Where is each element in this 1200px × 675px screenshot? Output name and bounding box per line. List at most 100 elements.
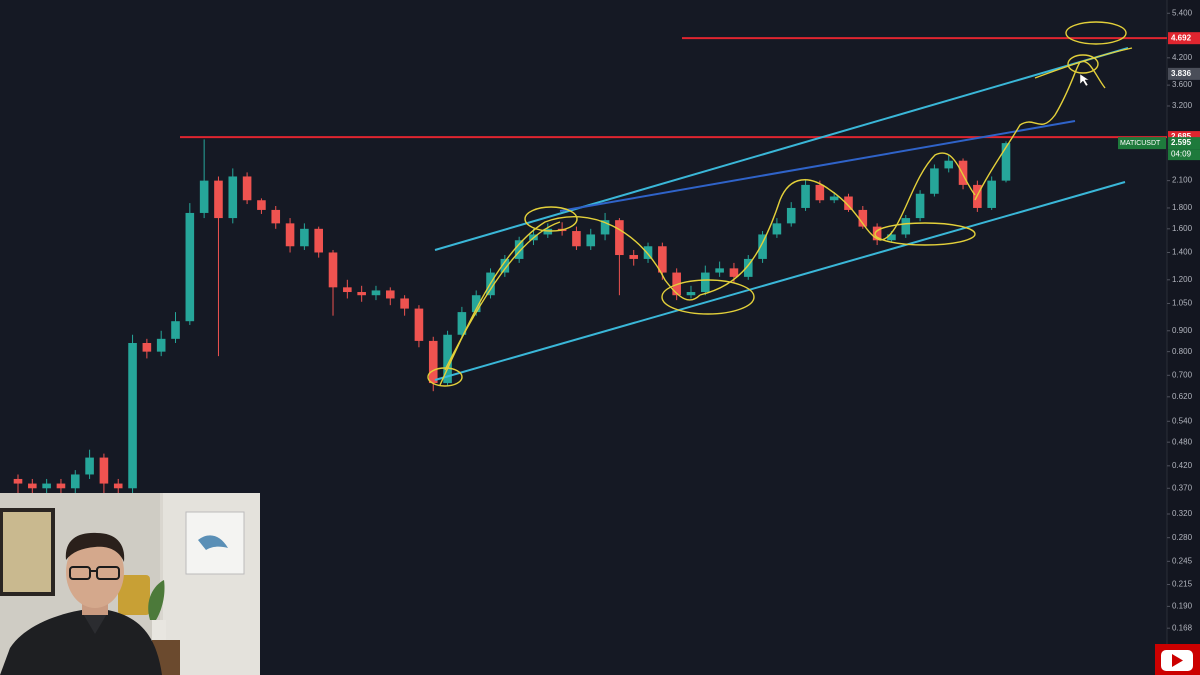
lens	[69, 566, 91, 580]
level-tag	[1168, 32, 1200, 45]
y-tick-label: 0.700	[1172, 370, 1193, 379]
candle-body	[443, 334, 452, 384]
y-tick-label: 4.200	[1172, 53, 1193, 62]
candle-body	[944, 160, 954, 169]
candle-body	[658, 246, 667, 273]
candle-body	[471, 295, 481, 313]
candle-body	[99, 457, 109, 484]
price-tags: 4.692 2.685 3.836 2.595 MATICUSDT 04:09	[1118, 32, 1200, 161]
candle-body	[42, 483, 51, 489]
plant	[148, 580, 165, 620]
candle-body	[872, 226, 882, 241]
price-tag	[1168, 67, 1200, 80]
candle-body	[844, 196, 853, 210]
y-tick-label: 0.215	[1172, 580, 1193, 589]
candle-body	[958, 160, 968, 185]
candle-body	[715, 268, 724, 273]
y-tick-label: 1.200	[1172, 275, 1193, 284]
candle-body	[70, 474, 80, 489]
candle-body	[328, 252, 338, 288]
candle-body	[543, 228, 553, 235]
candle-body	[199, 180, 209, 213]
y-tick-label: 0.900	[1172, 326, 1193, 335]
lens	[96, 566, 120, 580]
webcam	[0, 493, 260, 675]
candle-body	[887, 234, 896, 241]
candle-body	[314, 228, 323, 253]
candle-body	[28, 483, 37, 489]
candle-body	[228, 176, 238, 219]
candle-body	[185, 212, 195, 322]
y-tick-label: 1.600	[1172, 224, 1193, 233]
circle	[661, 279, 755, 315]
candle-body	[572, 231, 581, 247]
candle-body	[758, 234, 767, 259]
candle-body	[343, 287, 352, 293]
candle-body	[457, 312, 467, 335]
circle	[1065, 21, 1127, 45]
resistance-trendline	[559, 120, 1076, 212]
y-tick-label: 0.620	[1172, 392, 1193, 401]
candle-body	[901, 218, 911, 235]
candle-body	[686, 292, 696, 296]
y-tick-label: 0.190	[1172, 601, 1193, 610]
symbol-label: MATICUSDT	[1120, 140, 1161, 147]
y-tick-label: 2.100	[1172, 176, 1193, 185]
candle-body	[701, 272, 710, 293]
map	[3, 512, 51, 592]
candle-body	[85, 457, 94, 475]
candle-body	[801, 184, 810, 208]
youtube-logo[interactable]	[1155, 644, 1200, 675]
circle	[524, 206, 578, 232]
candle-body	[772, 223, 782, 235]
candle-body	[615, 220, 624, 256]
candle-body	[915, 193, 925, 219]
drawings	[427, 21, 1133, 387]
levels	[180, 37, 1167, 139]
candle-body	[400, 298, 409, 309]
candle-body	[829, 196, 839, 201]
y-tick-label: 0.540	[1172, 416, 1193, 425]
glasses	[69, 566, 120, 580]
picture	[198, 535, 228, 550]
y-tick-label: 1.400	[1172, 248, 1193, 257]
candle-body	[586, 234, 596, 247]
candle-body	[214, 180, 223, 219]
level-tag-label: 2.685	[1171, 132, 1192, 141]
candle-body	[858, 209, 868, 227]
y-tick-label: 3.600	[1172, 80, 1193, 89]
candle-body	[786, 207, 796, 224]
candle-body	[414, 308, 424, 341]
scribble	[1034, 47, 1133, 79]
candle-body	[629, 255, 639, 259]
collar	[82, 612, 108, 634]
y-tick-label: 0.245	[1172, 556, 1193, 565]
candle-body	[1001, 143, 1011, 181]
candle-body	[56, 483, 66, 489]
y-tick-label: 1.050	[1172, 299, 1193, 308]
candle-body	[242, 176, 252, 201]
y-tick-label: 0.280	[1172, 533, 1193, 542]
pot	[152, 620, 166, 642]
price-tag-label: 3.836	[1171, 69, 1192, 78]
countdown-tag	[1168, 149, 1200, 161]
candle-body	[271, 209, 281, 224]
candle-body	[514, 240, 524, 259]
candle-body	[357, 292, 366, 296]
y-tick-label: 0.370	[1172, 483, 1193, 492]
candle-body	[156, 338, 166, 352]
level-tag-label: 4.692	[1171, 33, 1192, 42]
hair	[65, 532, 125, 562]
candle-body	[743, 258, 753, 277]
play-triangle	[1172, 654, 1183, 667]
y-tick-label: 0.320	[1172, 509, 1193, 518]
candle-body	[643, 246, 653, 259]
channel-lower	[434, 181, 1126, 381]
hand-drawing	[427, 21, 1133, 387]
circle	[874, 222, 976, 246]
candle-body	[600, 220, 610, 235]
candle-body	[128, 342, 137, 489]
y-tick-label: 0.168	[1172, 623, 1193, 632]
symbol-tag	[1118, 137, 1166, 150]
